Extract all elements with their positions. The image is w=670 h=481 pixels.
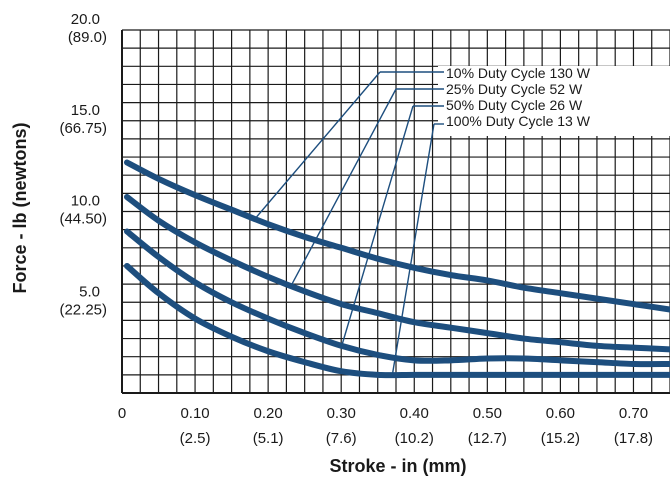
x-tick-label: 0 — [118, 405, 126, 422]
y-tick-sublabel: (22.25) — [59, 301, 107, 318]
y-tick-label: 20.0 — [71, 11, 100, 28]
x-axis-title: Stroke - in (mm) — [329, 456, 466, 476]
legend-label: 100% Duty Cycle 13 W — [446, 113, 591, 129]
y-axis-title: Force - lb (newtons) — [10, 122, 30, 293]
legend-leader-pointer — [391, 123, 435, 375]
x-tick-label: 0.50 — [473, 405, 502, 422]
axis-tick-labels: 0 0.10 (2.5) 0.20 (5.1) 0.30 (7.6) 0.40 (10.2) 0.… — [59, 11, 653, 447]
x-tick-label: 0.10 — [180, 405, 209, 422]
x-tick-sublabel: (10.2) — [395, 430, 434, 447]
legend-box — [438, 66, 670, 136]
x-tick-sublabel: (15.2) — [541, 430, 580, 447]
x-tick-sublabel: (12.7) — [468, 430, 507, 447]
legend-label: 10% Duty Cycle 130 W — [446, 65, 591, 81]
legend-leader-pointer — [289, 88, 397, 289]
series-line-1 — [124, 159, 670, 313]
x-tick-label: 0.70 — [619, 405, 648, 422]
y-tick-sublabel: (66.75) — [59, 120, 107, 137]
legend-leader-pointer — [340, 105, 414, 348]
series-line-3 — [124, 228, 670, 368]
y-tick-label: 5.0 — [79, 283, 100, 300]
legend-label: 50% Duty Cycle 26 W — [446, 97, 583, 113]
x-tick-label: 0.40 — [400, 405, 429, 422]
x-tick-label: 0.20 — [254, 405, 283, 422]
y-tick-label: 10.0 — [71, 193, 100, 210]
legend-label: 25% Duty Cycle 52 W — [446, 81, 583, 97]
y-tick-sublabel: (89.0) — [68, 29, 107, 46]
series-layer — [124, 159, 670, 379]
x-tick-sublabel: (5.1) — [253, 430, 284, 447]
y-tick-label: 15.0 — [71, 102, 100, 119]
x-tick-label: 0.30 — [327, 405, 356, 422]
legend-leader-pointer — [252, 71, 381, 222]
x-tick-label: 0.60 — [546, 405, 575, 422]
series-line-4 — [124, 262, 670, 379]
series-line-2 — [124, 193, 670, 353]
x-tick-sublabel: (2.5) — [180, 430, 211, 447]
legend: 10% Duty Cycle 130 W25% Duty Cycle 52 W5… — [252, 65, 670, 375]
x-tick-sublabel: (17.8) — [614, 430, 653, 447]
x-tick-sublabel: (7.6) — [326, 430, 357, 447]
y-tick-sublabel: (44.50) — [59, 211, 107, 228]
